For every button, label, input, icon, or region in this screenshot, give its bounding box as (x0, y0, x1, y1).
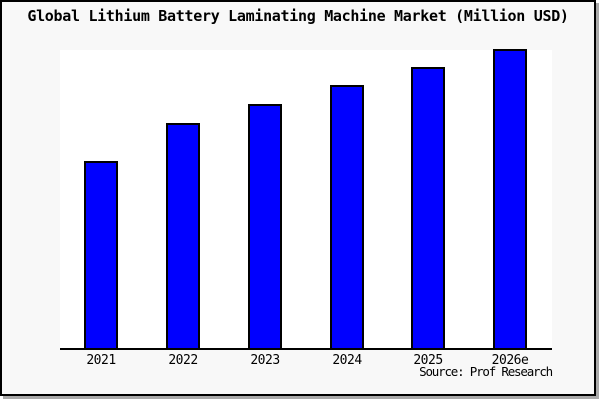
bar-2022 (166, 123, 200, 348)
plot-area (60, 49, 552, 350)
bar-2025 (411, 67, 445, 348)
bar-2023 (248, 104, 282, 348)
bar-2026e (493, 49, 527, 348)
x-tick-label-2022: 2022 (168, 353, 198, 368)
x-tick-label-2025: 2025 (413, 353, 443, 368)
x-tick-label-2023: 2023 (250, 353, 280, 368)
x-tick-label-2021: 2021 (86, 353, 116, 368)
bar-2021 (84, 161, 118, 348)
bar-2024 (330, 85, 364, 348)
source-text: Source: Prof Research (419, 364, 553, 379)
chart-title: Global Lithium Battery Laminating Machin… (27, 7, 569, 25)
x-tick-label-2026e: 2026e (491, 353, 529, 368)
x-tick-label-2024: 2024 (332, 353, 362, 368)
